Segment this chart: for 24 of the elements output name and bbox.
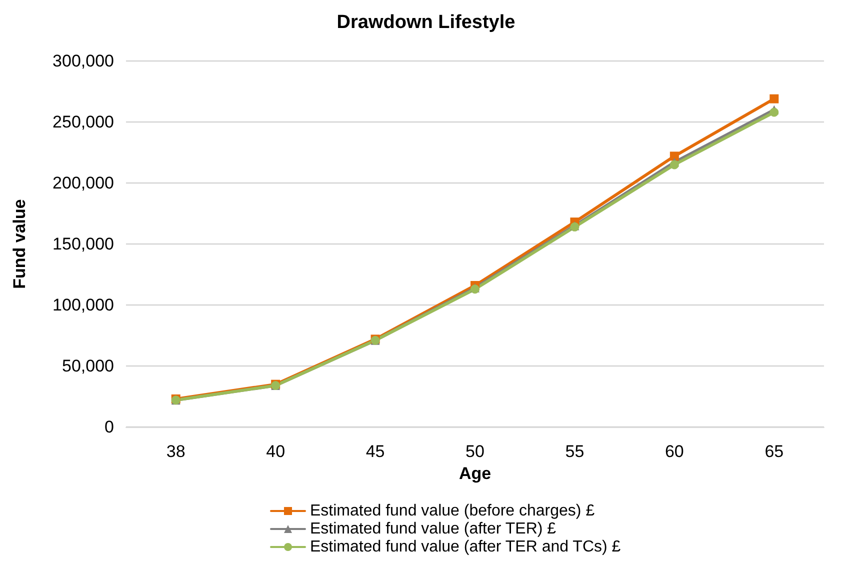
legend-label: Estimated fund value (after TER) £ [310, 520, 556, 538]
y-tick-label: 150,000 [52, 234, 114, 254]
y-tick-label: 300,000 [52, 52, 114, 70]
x-tick-label: 40 [266, 442, 286, 461]
y-tick-label: 200,000 [52, 174, 114, 192]
legend-label: Estimated fund value (before charges) £ [310, 502, 595, 520]
x-axis-title: Age [458, 464, 492, 483]
point [770, 108, 779, 117]
y-axis-title: Fund value [10, 199, 29, 289]
x-tick-label: 55 [565, 442, 584, 461]
x-tick-label: 50 [466, 442, 484, 461]
x-tick-label: 65 [764, 442, 784, 461]
y-tick-label: 0 [104, 418, 114, 436]
chart-title: Drawdown Lifestyle [336, 12, 516, 33]
y-tick-label: 250,000 [52, 112, 114, 132]
x-tick-label: 38 [166, 442, 186, 461]
x-tick-label: 60 [664, 442, 684, 461]
y-tick-label: 50,000 [62, 356, 114, 376]
point [770, 94, 779, 104]
y-tick-label: 100,000 [52, 296, 114, 314]
legend-label: Estimated fund value (after TER and TCs) £ [310, 538, 621, 556]
x-tick-label: 45 [366, 442, 385, 461]
point [670, 160, 679, 170]
point [670, 152, 679, 161]
